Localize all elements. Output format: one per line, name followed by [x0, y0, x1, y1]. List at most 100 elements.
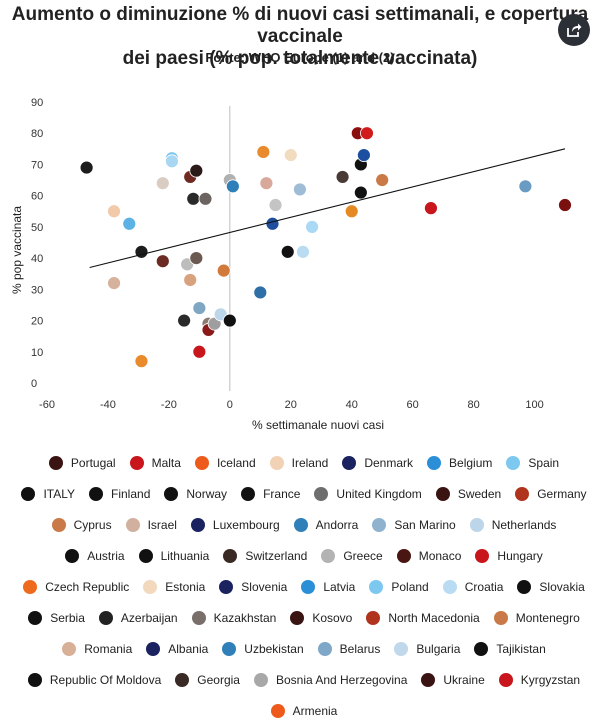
legend-item[interactable]: Tajikistan [474, 639, 546, 659]
x-tick-label: -40 [100, 399, 116, 411]
legend-item[interactable]: Slovenia [219, 577, 287, 597]
legend-item[interactable]: Poland [369, 577, 429, 597]
legend-swatch [493, 611, 508, 625]
legend-item[interactable]: Kazakhstan [191, 608, 276, 628]
legend-item[interactable]: Hungary [475, 546, 543, 566]
legend-swatch [314, 487, 329, 501]
legend-item[interactable]: Bosnia And Herzegovina [253, 670, 407, 690]
legend-item[interactable]: Greece [321, 546, 383, 566]
legend-item[interactable]: Romania [62, 639, 132, 659]
legend-label: Germany [537, 487, 587, 501]
data-point [424, 201, 438, 216]
legend-item[interactable]: Israel [125, 515, 177, 535]
legend-item[interactable]: Czech Republic [23, 577, 129, 597]
legend-swatch [62, 642, 77, 656]
legend-swatch [190, 518, 205, 532]
legend-item[interactable]: Denmark [342, 453, 413, 473]
legend-label: Cyprus [73, 518, 112, 532]
legend-item[interactable]: Germany [515, 484, 587, 504]
legend-item[interactable]: Sweden [435, 484, 502, 504]
legend-item[interactable]: Croatia [442, 577, 503, 597]
x-tick-label: 40 [346, 399, 358, 411]
legend-swatch [442, 580, 457, 594]
legend-item[interactable]: Finland [89, 484, 150, 504]
legend-label: Serbia [50, 611, 85, 625]
legend-item[interactable]: Portugal [48, 453, 116, 473]
x-tick-label: 0 [227, 399, 233, 411]
x-tick-label: 100 [525, 399, 543, 411]
legend-swatch [517, 580, 532, 594]
legend-label: Sweden [457, 487, 502, 501]
legend-item[interactable]: Spain [506, 453, 559, 473]
legend-label: Ireland [291, 456, 329, 470]
legend-label: United Kingdom [336, 487, 422, 501]
legend-item[interactable]: Malta [129, 453, 181, 473]
chart-subtitle: Fonte: WHO Europe (1) and (2) [205, 50, 395, 65]
data-point [165, 154, 179, 169]
legend-label: Hungary [497, 549, 543, 563]
legend-item[interactable]: Andorra [293, 515, 359, 535]
data-point [192, 301, 207, 315]
legend-label: Poland [391, 580, 429, 594]
legend-swatch [515, 487, 530, 501]
data-point [189, 163, 204, 178]
legend-label: Montenegro [515, 611, 580, 625]
legend-item[interactable]: Serbia [28, 608, 85, 628]
x-tick-label: -20 [161, 399, 177, 411]
data-point [335, 170, 350, 184]
legend-item[interactable]: Luxembourg [190, 515, 280, 535]
legend-item[interactable]: Slovakia [517, 577, 585, 597]
legend-item[interactable]: Bulgaria [394, 639, 460, 659]
legend-label: Andorra [315, 518, 359, 532]
legend-label: San Marino [394, 518, 456, 532]
legend-item[interactable]: Netherlands [469, 515, 557, 535]
legend-item[interactable]: Cyprus [51, 515, 112, 535]
legend-item[interactable]: Lithuania [138, 546, 210, 566]
y-axis-label: % pop vaccinata [10, 206, 24, 294]
x-tick-label: 20 [285, 399, 297, 411]
legend-item[interactable]: North Macedonia [366, 608, 480, 628]
legend-item[interactable]: Armenia [270, 701, 337, 721]
y-tick-label: 60 [31, 191, 43, 203]
legend-item[interactable]: Belarus [317, 639, 380, 659]
legend-item[interactable]: Albania [146, 639, 208, 659]
legend-item[interactable]: Iceland [194, 453, 256, 473]
data-point [259, 176, 274, 191]
legend-swatch [23, 580, 38, 594]
legend-item[interactable]: Monaco [396, 546, 461, 566]
legend-item[interactable]: Norway [164, 484, 227, 504]
data-point [283, 148, 298, 162]
legend-label: ITALY [43, 487, 76, 501]
legend-item[interactable]: Georgia [175, 670, 240, 690]
legend-item[interactable]: United Kingdom [314, 484, 422, 504]
legend-item[interactable]: France [241, 484, 300, 504]
legend-item[interactable]: Kyrgyzstan [498, 670, 580, 690]
legend-item[interactable]: Switzerland [223, 546, 307, 566]
legend-item[interactable]: Estonia [143, 577, 205, 597]
legend-item[interactable]: Latvia [301, 577, 355, 597]
share-button[interactable] [558, 14, 590, 46]
legend-label: Spain [528, 456, 560, 470]
legend-item[interactable]: Republic Of Moldova [27, 670, 162, 690]
legend-item[interactable]: Kosovo [290, 608, 352, 628]
legend-label: Albania [168, 642, 209, 656]
scatter-chart: -60 -40 -20 0 20 40 60 80 100 0 10 20 30 40 50 60 70 80 90… [10, 97, 572, 432]
legend-item[interactable]: Azerbaijan [98, 608, 178, 628]
legend-label: Tajikistan [496, 642, 546, 656]
data-point [192, 344, 207, 359]
legend-item[interactable]: Ukraine [421, 670, 485, 690]
legend-item[interactable]: Belgium [427, 453, 492, 473]
legend-item[interactable]: ITALY [21, 484, 75, 504]
legend-label: Republic Of Moldova [49, 673, 162, 687]
axes: -60 -40 -20 0 20 40 60 80 100 0 10 20 30 40 50 60 70 80 90 [31, 97, 544, 411]
legend-item[interactable]: Austria [65, 546, 125, 566]
legend-item[interactable]: Ireland [269, 453, 329, 473]
legend-label: Georgia [197, 673, 240, 687]
legend-item[interactable]: San Marino [372, 515, 456, 535]
legend-item[interactable]: Montenegro [493, 608, 580, 628]
legend-label: Netherlands [491, 518, 557, 532]
legend-item[interactable]: Uzbekistan [222, 639, 304, 659]
data-point [353, 185, 368, 200]
legend-label: Lithuania [160, 549, 210, 563]
data-point [155, 254, 170, 269]
